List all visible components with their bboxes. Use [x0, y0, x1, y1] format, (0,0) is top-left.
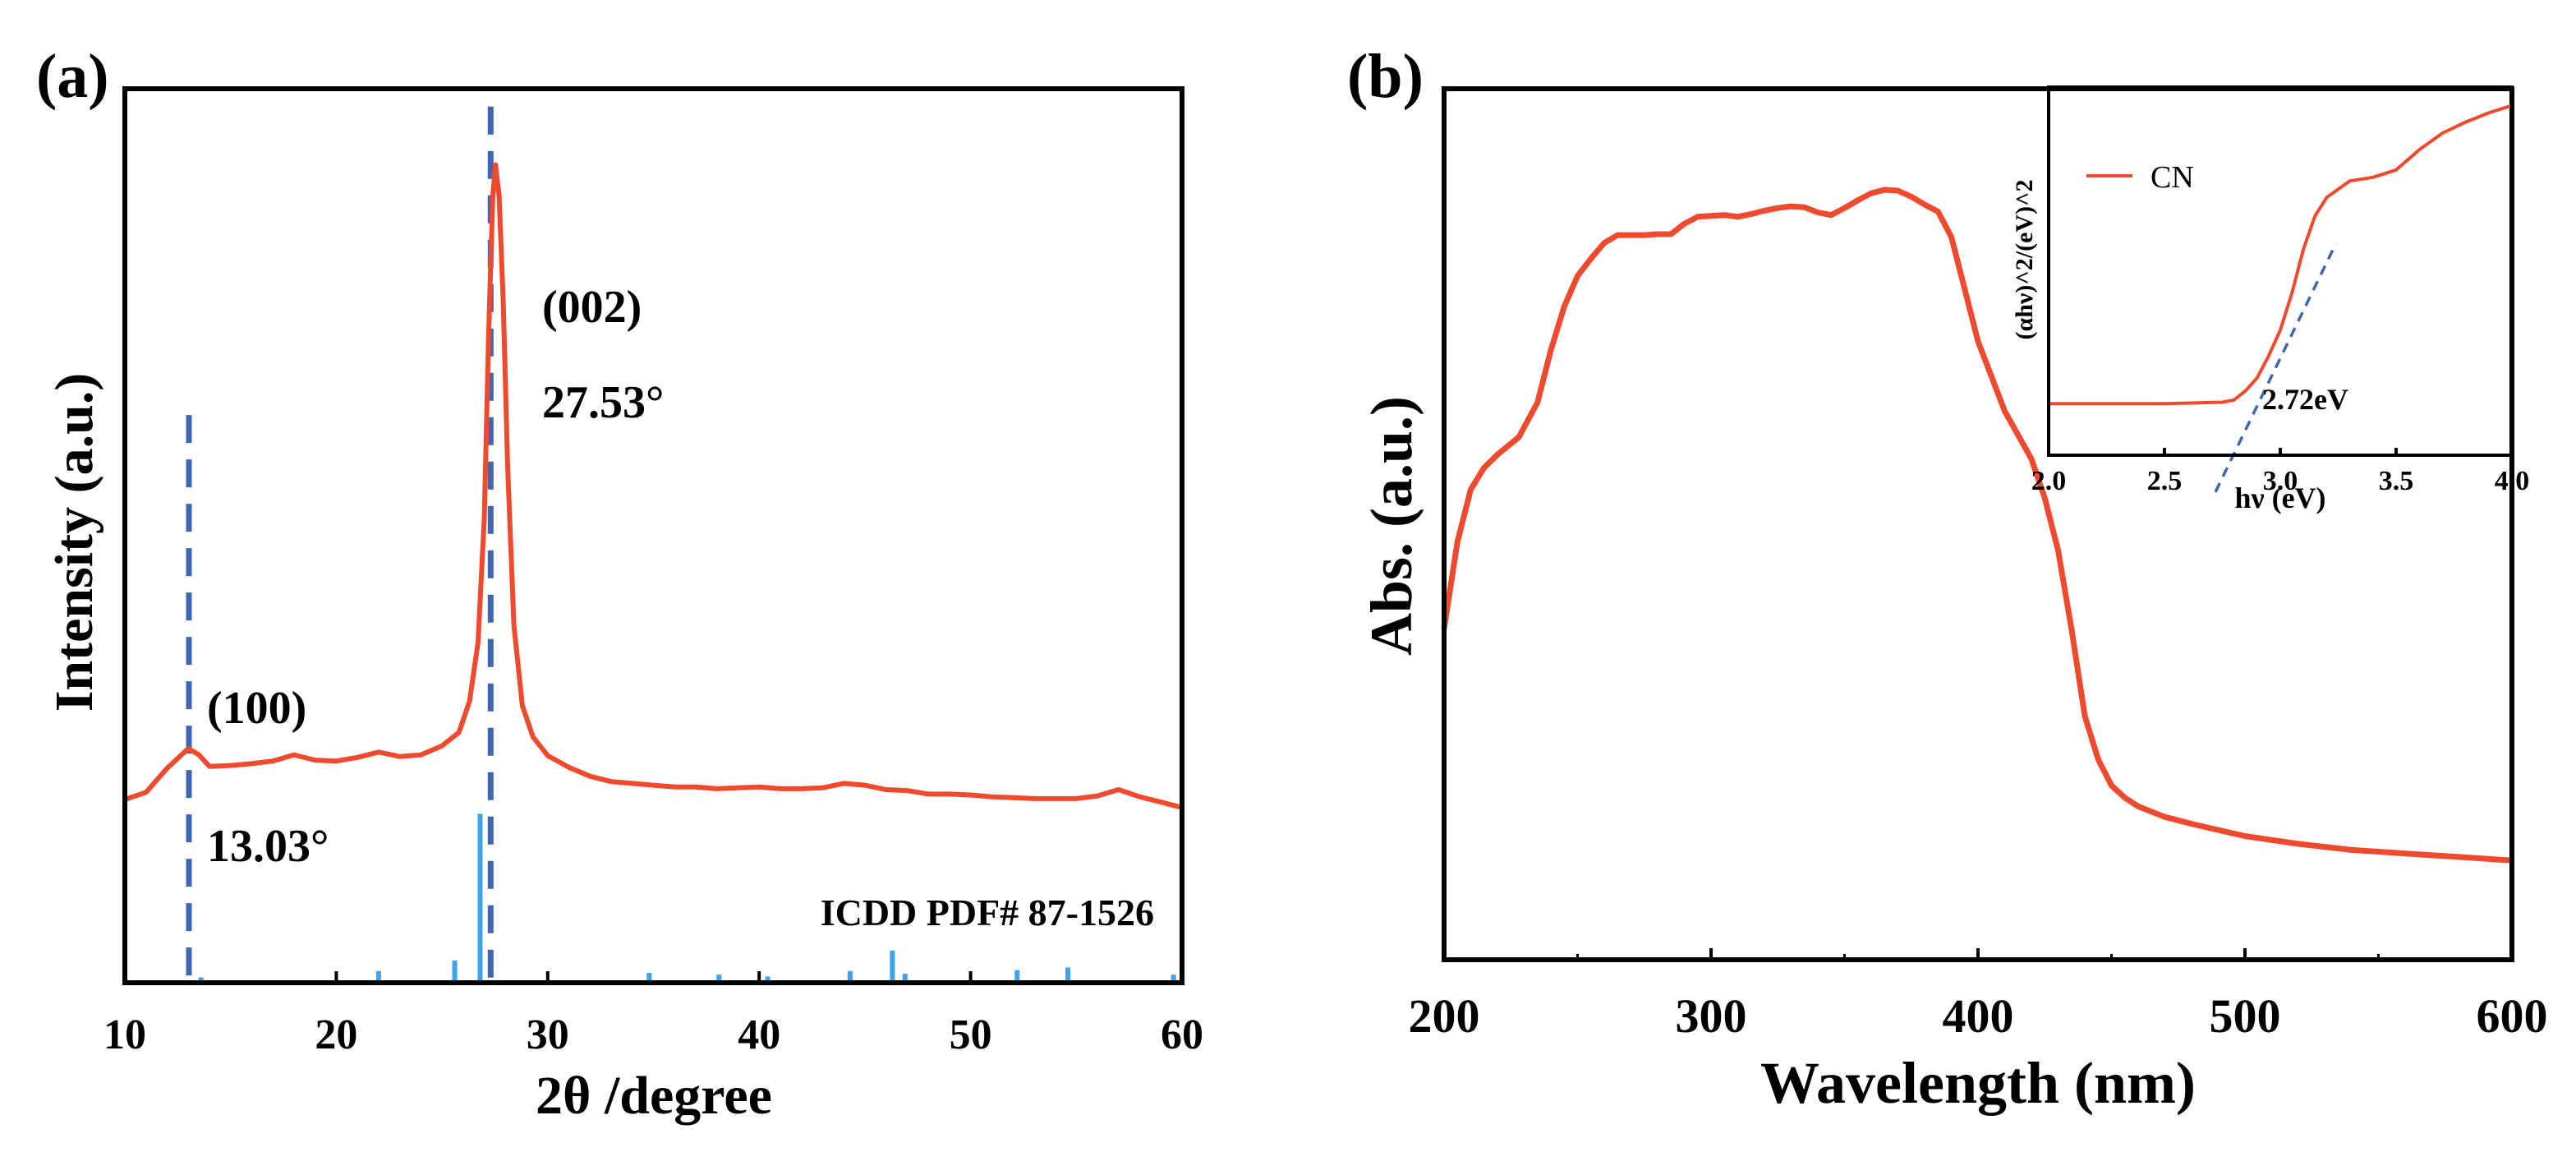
x-ticks-inset: 2.0 2.5 3.0 3.5 4.0: [2031, 448, 2530, 496]
ref-pattern-label: ICDD PDF# 87-1526: [821, 892, 1154, 933]
x-inset-tick-label-4.0: 4.0: [2495, 466, 2530, 496]
xrd-curve: [124, 162, 1183, 810]
x-inset-tick-label-3.5: 3.5: [2379, 466, 2414, 496]
panel-b-label: (b): [1347, 42, 1424, 111]
annot-100-label: (100): [207, 683, 306, 734]
x-axis-label-b: Wavelength (nm): [1760, 1050, 2196, 1116]
x-axis-label-inset: hν (eV): [2234, 482, 2325, 514]
x-a-tick-label-10: 10: [104, 1011, 146, 1058]
annot-002-pos: 27.53°: [542, 377, 664, 428]
plot-frame-b: [1442, 86, 2514, 962]
panel-a: (a) 10 20 30 40 50 60 (002) 27.53° (100) 13.0…: [36, 42, 1203, 1126]
x-inset-tick-label-3.0: 3.0: [2263, 466, 2298, 496]
x-a-tick-label-20: 20: [315, 1011, 357, 1058]
annot-002-label: (002): [542, 282, 642, 333]
x-a-tick-label-40: 40: [738, 1011, 780, 1058]
y-axis-label-b: Abs. (a.u.): [1359, 396, 1424, 656]
tauc-curve: [2049, 104, 2513, 406]
x-b-tick-label-600: 600: [2477, 989, 2548, 1043]
x-inset-tick-label-2.5: 2.5: [2147, 466, 2183, 496]
x-axis-label-a: 2θ /degree: [536, 1066, 772, 1126]
y-axis-label-inset: (αhν)^2/(eV)^2: [2011, 180, 2038, 340]
x-b-tick-label-200: 200: [1409, 989, 1480, 1043]
x-a-tick-label-60: 60: [1161, 1011, 1203, 1058]
panel-b: (b) 200 300 400 500 600 Wavelength (nm) Abs.…: [1347, 42, 2548, 1116]
inset: 2.0 2.5 3.0 3.5 4.0 CN 2.72eV hν (eV) (αhν)^…: [2011, 85, 2530, 514]
x-b-tick-label-300: 300: [1676, 989, 1747, 1043]
x-a-tick-label-30: 30: [527, 1011, 569, 1058]
x-b-tick-label-500: 500: [2210, 989, 2281, 1043]
plot-frame-a: [122, 86, 1184, 985]
x-inset-tick-label-2.0: 2.0: [2031, 466, 2067, 496]
x-ticks-b: 200 300 400 500 600: [1409, 948, 2548, 1043]
legend-label: CN: [2150, 160, 2194, 195]
y-axis-label-a: Intensity (a.u.): [44, 373, 104, 712]
absorbance-curve: [1441, 187, 2513, 864]
x-b-tick-label-400: 400: [1943, 989, 2014, 1043]
panel-a-label: (a): [36, 42, 109, 111]
annot-100-pos: 13.03°: [207, 821, 329, 872]
x-ticks-a: 10 20 30 40 50 60: [104, 971, 1203, 1058]
bandgap-label: 2.72eV: [2262, 383, 2348, 416]
tangent-line: [2214, 242, 2338, 493]
x-a-tick-label-50: 50: [950, 1011, 992, 1058]
